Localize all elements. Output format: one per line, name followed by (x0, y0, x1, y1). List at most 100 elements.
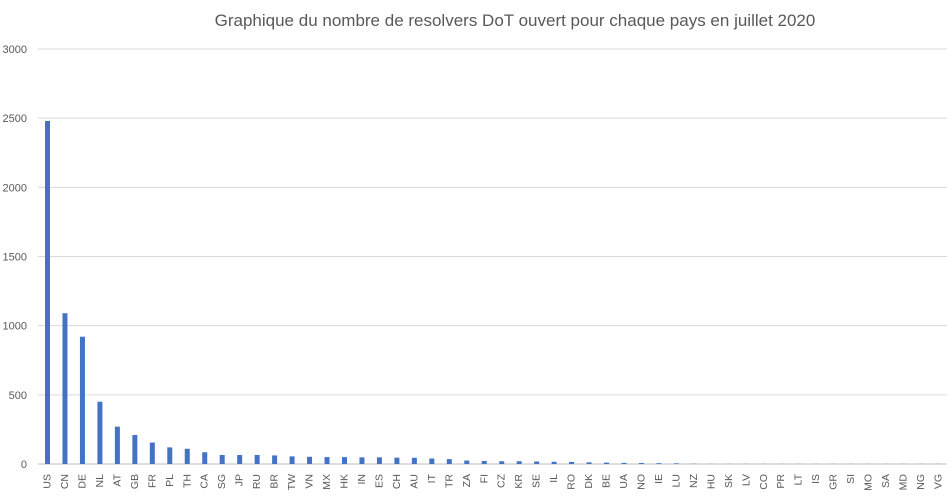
bar-ie (656, 463, 662, 464)
bar-au (411, 457, 417, 464)
y-axis-ticks: 0 500 1000 1500 2000 2500 3000 (3, 44, 27, 471)
bar-se (534, 461, 540, 464)
x-tick-label: VG (932, 474, 944, 489)
gridlines (38, 48, 947, 465)
x-tick-label: IL (548, 474, 560, 483)
y-tick-label: 500 (9, 390, 27, 402)
y-tick-label: 1000 (3, 321, 27, 333)
x-tick-label: RO (566, 474, 578, 490)
bar-tw (289, 456, 295, 464)
bar-pl (167, 447, 173, 464)
x-tick-label: AT (111, 473, 123, 486)
bar-hk (341, 457, 347, 464)
bar-de (79, 336, 85, 464)
x-tick-label: CN (59, 474, 71, 489)
x-tick-label: GR (828, 474, 840, 490)
bar-no (638, 463, 644, 464)
bar-es (376, 457, 382, 464)
bar-il (551, 461, 557, 464)
x-tick-label: LT (793, 473, 805, 485)
x-tick-label: JP (234, 474, 246, 486)
x-tick-label: DE (76, 474, 88, 489)
x-tick-label: PR (775, 474, 787, 489)
x-tick-label: IN (356, 474, 368, 485)
x-tick-label: MX (321, 474, 333, 490)
bar-kr (516, 461, 522, 464)
bar-ro (569, 461, 575, 464)
bar-br (272, 455, 278, 464)
bar-tr (446, 459, 452, 464)
x-tick-label: NO (635, 474, 647, 490)
bar-fi (481, 460, 487, 464)
x-tick-label: KR (513, 474, 525, 489)
x-tick-label: FI (478, 474, 490, 483)
x-tick-label: NZ (688, 473, 700, 488)
x-tick-label: FR (146, 474, 158, 488)
x-tick-label: NG (915, 474, 927, 490)
y-tick-label: 2500 (3, 113, 27, 125)
x-tick-label: IS (810, 474, 822, 484)
x-tick-label: BR (269, 474, 281, 489)
x-tick-label: CA (199, 474, 211, 489)
bar-vn (307, 456, 313, 464)
bar-ca (202, 452, 208, 464)
bar-in (359, 457, 365, 464)
x-tick-label: UA (618, 474, 630, 489)
bar-ua (621, 462, 627, 464)
bar-sg (219, 455, 225, 464)
bar-cz (499, 461, 505, 464)
x-tick-label: SE (531, 474, 543, 488)
y-tick-label: 1500 (3, 252, 27, 264)
bar-gb (132, 434, 138, 464)
x-tick-label: CO (758, 474, 770, 490)
bar-cn (62, 313, 68, 464)
bar-jp (237, 455, 243, 464)
x-tick-label: US (42, 474, 54, 489)
x-tick-label: VN (304, 474, 316, 489)
x-tick-label: NL (94, 474, 106, 488)
x-tick-label: TH (181, 474, 193, 488)
y-tick-label: 3000 (3, 44, 27, 56)
bar-dk (586, 462, 592, 464)
bar-za (464, 460, 470, 464)
x-tick-label: GB (129, 474, 141, 489)
x-tick-label: HK (338, 474, 350, 489)
x-tick-label: AU (408, 474, 420, 489)
x-tick-label: MD (898, 474, 910, 491)
chart-title: Graphique du nombre de resolvers DoT ouv… (214, 11, 816, 30)
x-tick-label: LU (670, 474, 682, 487)
bars (45, 120, 941, 464)
x-tick-label: BE (601, 474, 613, 488)
y-tick-label: 2000 (3, 182, 27, 194)
x-tick-label: IE (653, 474, 665, 484)
x-tick-label: TW (286, 474, 298, 490)
x-tick-label: MO (863, 474, 875, 491)
x-tick-label: SI (845, 474, 857, 484)
bar-mx (324, 457, 330, 464)
x-tick-label: SK (723, 474, 735, 488)
bar-th (184, 448, 190, 464)
x-tick-label: DK (583, 474, 595, 489)
x-tick-label: LV (740, 474, 752, 486)
x-tick-label: ZA (461, 474, 473, 487)
bar-at (114, 426, 120, 464)
bar-fr (149, 442, 155, 464)
x-tick-label: IT (426, 473, 438, 483)
bar-us (45, 120, 50, 464)
x-tick-label: SA (880, 474, 892, 488)
bar-ch (394, 457, 400, 464)
y-tick-label: 0 (21, 459, 27, 471)
bar-ru (254, 455, 260, 464)
x-tick-label: PL (164, 474, 176, 487)
x-tick-label: HU (705, 474, 717, 489)
x-tick-label: ES (373, 474, 385, 488)
bar-be (604, 462, 610, 464)
x-tick-label: SG (216, 474, 228, 489)
x-tick-label: TR (443, 474, 455, 488)
x-tick-label: CZ (496, 473, 508, 488)
bar-nl (97, 401, 103, 464)
bar-it (429, 458, 435, 464)
x-axis-ticks: US CN DE NL AT GB FR PL TH CA SG JP RU BR TW VN MX HK IN ES… (42, 473, 945, 491)
x-tick-label: CH (391, 474, 403, 489)
